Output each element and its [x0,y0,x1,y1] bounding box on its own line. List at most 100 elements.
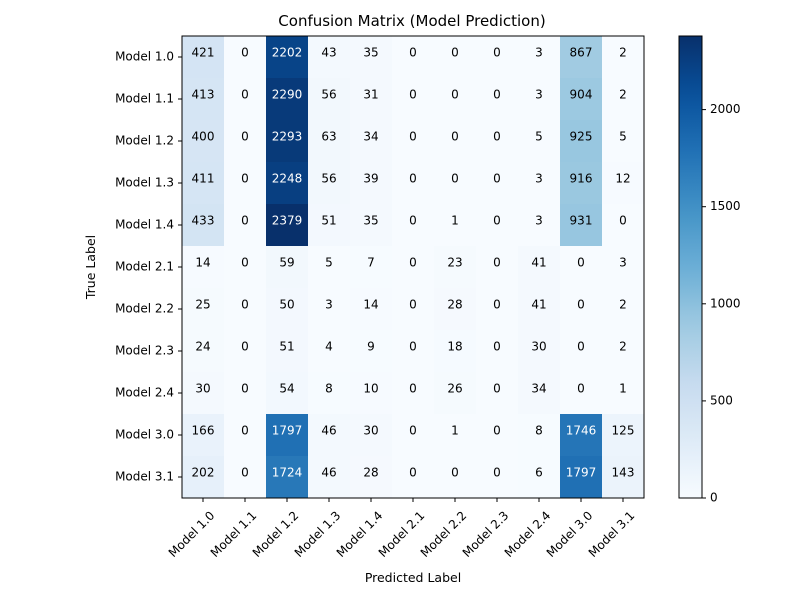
heatmap-cell [560,330,603,373]
colorbar-tick-label: 1500 [710,199,741,213]
cell-value-label: 2202 [272,46,303,60]
cell-value-label: 0 [241,256,249,270]
cell-value-label: 30 [363,424,378,438]
heatmap-cell [518,456,561,499]
heatmap-cell [224,372,267,415]
cell-value-label: 0 [241,214,249,228]
heatmap-cell [602,204,645,247]
cell-value-label: 0 [409,46,417,60]
cell-value-label: 30 [195,382,210,396]
heatmap-cell [182,288,225,331]
cell-value-label: 166 [192,424,215,438]
cell-value-label: 23 [447,256,462,270]
cell-value-label: 0 [241,424,249,438]
heatmap-cell [182,246,225,289]
heatmap-cell [182,120,225,163]
cell-value-label: 5 [325,256,333,270]
cell-value-label: 3 [325,298,333,312]
heatmap-cell [266,120,309,163]
cell-value-label: 2 [619,88,627,102]
cell-value-label: 3 [535,172,543,186]
cell-value-label: 421 [192,46,215,60]
heatmap-cell [560,204,603,247]
heatmap-cell [266,204,309,247]
cell-value-label: 125 [612,424,635,438]
cell-value-label: 0 [409,256,417,270]
cell-value-label: 51 [321,214,336,228]
cell-value-label: 28 [447,298,462,312]
colorbar-tick-label: 500 [710,393,733,407]
colorbar-tick-label: 0 [710,491,718,505]
heatmap-cell [308,246,351,289]
cell-value-label: 2290 [272,88,303,102]
cell-value-label: 41 [531,298,546,312]
y-tick-label: Model 2.3 [115,344,174,358]
cell-value-label: 0 [577,382,585,396]
heatmap-cell [392,204,435,247]
y-tick-label: Model 1.3 [115,176,174,190]
heatmap-cell [434,456,477,499]
heatmap-cell [392,414,435,457]
cell-value-label: 0 [451,88,459,102]
heatmap-cell [266,414,309,457]
cell-value-label: 916 [570,172,593,186]
heatmap-cell [476,78,519,121]
heatmap-cell [308,372,351,415]
heatmap-cell [182,414,225,457]
cell-value-label: 26 [447,382,462,396]
heatmap-cell [434,204,477,247]
heatmap-cell [350,414,393,457]
cell-value-label: 0 [241,340,249,354]
heatmap-cell [266,372,309,415]
heatmap-cell [434,372,477,415]
heatmap-cell [266,36,309,79]
cell-value-label: 4 [325,340,333,354]
heatmap-cell [350,372,393,415]
cell-value-label: 5 [535,130,543,144]
heatmap-cell [350,120,393,163]
cell-value-label: 24 [195,340,210,354]
cell-value-label: 0 [451,130,459,144]
y-tick-label: Model 2.2 [115,302,174,316]
cell-value-label: 0 [241,382,249,396]
heatmap-cell [602,330,645,373]
heatmap-cell [308,414,351,457]
cell-value-label: 0 [409,298,417,312]
cell-value-label: 0 [241,130,249,144]
cell-value-label: 2379 [272,214,303,228]
cell-value-label: 0 [241,298,249,312]
cell-value-label: 3 [535,88,543,102]
heatmap-cell [224,204,267,247]
cell-value-label: 0 [241,46,249,60]
cell-value-label: 1724 [272,466,303,480]
heatmap-cell [392,288,435,331]
heatmap-cell [224,456,267,499]
cell-value-label: 2 [619,298,627,312]
heatmap-cell [518,162,561,205]
heatmap-cell [434,162,477,205]
heatmap-cell [476,414,519,457]
chart-title: Confusion Matrix (Model Prediction) [278,12,545,30]
heatmap-cell [392,78,435,121]
heatmap-cell [518,414,561,457]
heatmap-cell [560,372,603,415]
cell-value-label: 411 [192,172,215,186]
heatmap-cell [560,246,603,289]
cell-value-label: 10 [363,382,378,396]
heatmap-cell [224,288,267,331]
cell-value-label: 63 [321,130,336,144]
heatmap-cell [392,330,435,373]
heatmap-cell [308,162,351,205]
heatmap-cell [518,204,561,247]
heatmap-cell [392,162,435,205]
heatmap-cell [308,330,351,373]
colorbar-tick-label: 2000 [710,102,741,116]
cell-value-label: 8 [325,382,333,396]
x-tick-label: Model 3.1 [586,508,638,560]
heatmap-cell [476,36,519,79]
cell-value-label: 202 [192,466,215,480]
heatmap-cell [602,246,645,289]
cell-value-label: 56 [321,88,336,102]
cell-value-label: 3 [535,46,543,60]
heatmap-cell [224,162,267,205]
